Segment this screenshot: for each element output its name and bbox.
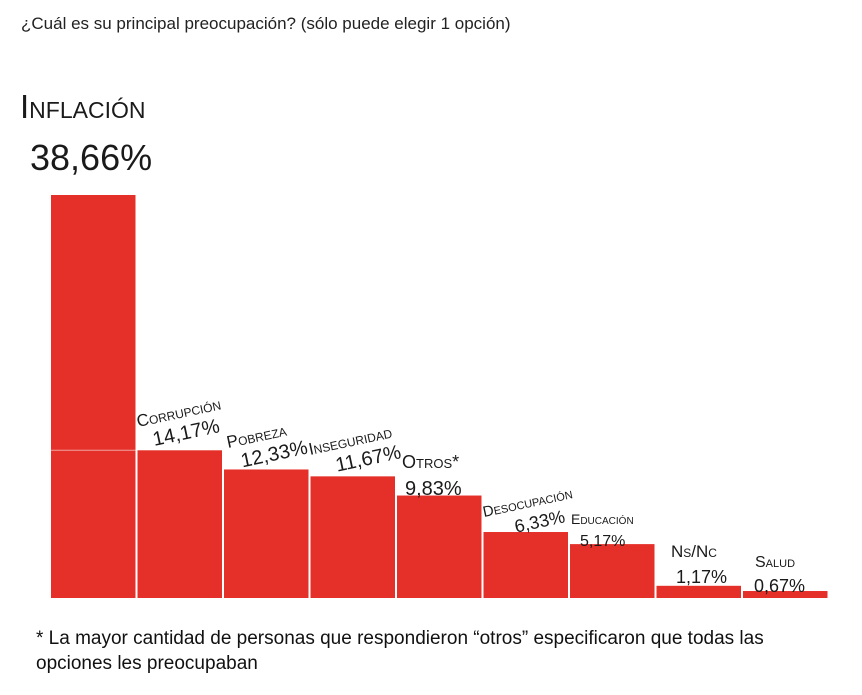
value-label: 9,83% bbox=[405, 478, 462, 500]
bar-3 bbox=[310, 476, 395, 598]
category-label: Otros* bbox=[402, 452, 459, 472]
bar-7 bbox=[656, 585, 741, 598]
bar-6 bbox=[570, 544, 655, 598]
category-label: Inflación bbox=[20, 88, 145, 125]
bar-1 bbox=[137, 450, 222, 598]
bar-2 bbox=[224, 469, 309, 598]
bar-label-group-8: Salud 0,67% bbox=[754, 554, 805, 596]
bar-label-group-4: Otros* 9,83% bbox=[402, 452, 462, 500]
bar-label-group-7: Ns/Nc 1,17% bbox=[671, 542, 727, 587]
value-label: 5,17% bbox=[580, 533, 625, 550]
value-label: 38,66% bbox=[30, 137, 152, 178]
category-label: Educación bbox=[571, 511, 634, 527]
bar-label-group-0: Inflación 38,66% bbox=[20, 88, 152, 178]
bar-4 bbox=[397, 495, 482, 598]
bar-0 bbox=[51, 195, 136, 598]
category-label: Ns/Nc bbox=[671, 542, 717, 561]
chart-footnote: * La mayor cantidad de personas que resp… bbox=[36, 628, 764, 674]
value-label: 1,17% bbox=[676, 567, 727, 587]
value-label: 0,67% bbox=[754, 576, 805, 596]
bar-5 bbox=[483, 532, 568, 598]
category-label: Salud bbox=[755, 554, 795, 571]
chart-question: ¿Cuál es su principal preocupación? (sól… bbox=[21, 14, 511, 33]
bar-8 bbox=[743, 591, 828, 598]
bar-label-group-6: Educación 5,17% bbox=[571, 511, 634, 550]
